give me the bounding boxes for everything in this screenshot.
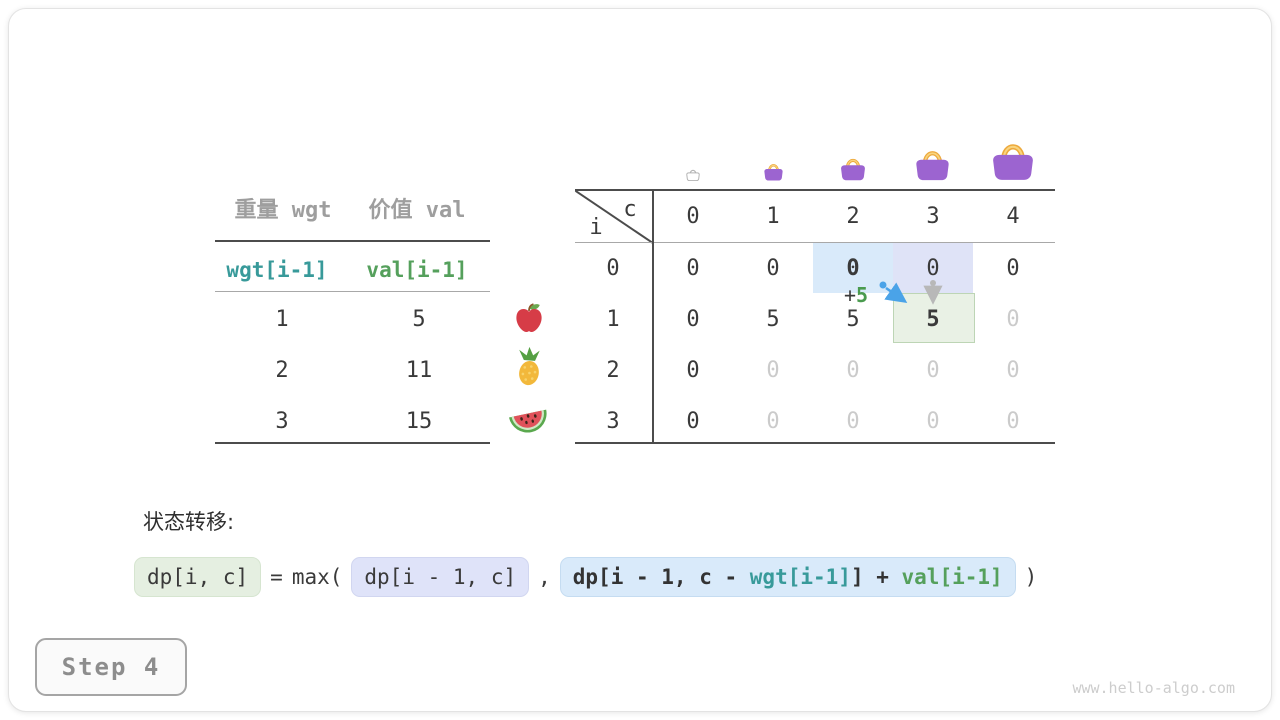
- formula-comma: ,: [538, 565, 551, 589]
- dp-cell-3-2: 0: [846, 409, 860, 434]
- dp-cell-0-2: 0: [846, 256, 860, 281]
- left-table-divider-top: [215, 240, 490, 242]
- item-weight: 1: [275, 307, 289, 332]
- dp-cell-2-0: 0: [686, 358, 700, 383]
- dp-cell-2-2: 0: [846, 358, 860, 383]
- bag-capacity-3-icon: [912, 142, 953, 181]
- dp-cell-0-3: 0: [926, 256, 940, 281]
- dp-cell-1-4: 0: [1006, 307, 1020, 332]
- dp-cell-1-3: 5: [926, 307, 940, 332]
- value-column-header: 价值 val: [368, 198, 466, 223]
- formula-arg2-chip: dp[i - 1, c - wgt[i-1]] + val[i-1]: [559, 557, 1016, 597]
- pineapple-icon: [519, 346, 540, 386]
- state-transition-formula: dp[i, c] = max( dp[i - 1, c] , dp[i - 1,…: [134, 557, 1037, 597]
- formula-lhs-chip: dp[i, c]: [134, 557, 262, 597]
- item-value: 11: [405, 358, 433, 383]
- dp-cell-0-4: 0: [1006, 256, 1020, 281]
- arg2-mid: ] +: [850, 565, 902, 589]
- dp-cell-3-1: 0: [766, 409, 780, 434]
- wgt-formula-label: wgt[i-1]: [226, 258, 328, 282]
- dp-row-label: 3: [606, 409, 620, 434]
- formula-equals: =: [270, 565, 283, 589]
- dp-cell-0-1: 0: [766, 256, 780, 281]
- add-value-annotation: +5: [844, 283, 869, 307]
- val-formula-label: val[i-1]: [366, 258, 468, 282]
- bag-capacity-2-icon: [838, 152, 868, 181]
- page-card: [8, 8, 1272, 712]
- apple-icon: [516, 303, 542, 333]
- weight-column-header: 重量 wgt: [234, 198, 332, 223]
- item-value: 5: [412, 307, 426, 332]
- dp-col-label: 4: [1006, 204, 1020, 229]
- arg2-wgt-term: wgt[i-1]: [749, 565, 851, 589]
- left-table-divider-mid: [215, 291, 490, 292]
- state-transition-heading: 状态转移:: [143, 510, 235, 534]
- dp-cell-1-0: 0: [686, 307, 700, 332]
- arg2-val-term: val[i-1]: [901, 565, 1003, 589]
- row-variable-label: i: [589, 215, 603, 240]
- dp-table-bottom-line: [575, 442, 1055, 444]
- bag-capacity-1-icon: [762, 159, 785, 181]
- watermark: www.hello-algo.com: [1072, 679, 1235, 697]
- dp-cell-3-3: 0: [926, 409, 940, 434]
- dp-table-top-line: [575, 189, 1055, 191]
- dp-cell-2-1: 0: [766, 358, 780, 383]
- dp-col-label: 2: [846, 204, 860, 229]
- item-weight: 3: [275, 409, 289, 434]
- dp-cell-3-4: 0: [1006, 409, 1020, 434]
- dp-table-header-line: [575, 242, 1055, 243]
- dp-cell-1-1: 5: [766, 307, 780, 332]
- col-variable-label: c: [623, 197, 637, 222]
- bag-capacity-0-icon: [685, 166, 701, 181]
- dp-cell-2-3: 0: [926, 358, 940, 383]
- step-badge: Step 4: [35, 638, 187, 696]
- dp-table-vertical-line: [652, 190, 654, 443]
- dp-col-label: 1: [766, 204, 780, 229]
- formula-close-paren: ): [1024, 565, 1038, 589]
- item-value: 15: [405, 409, 433, 434]
- formula-arg1-chip: dp[i - 1, c]: [351, 557, 530, 597]
- watermelon-icon: [508, 409, 547, 433]
- dp-cell-1-2: 5: [846, 307, 860, 332]
- dp-row-label: 0: [606, 256, 620, 281]
- dp-row-label: 2: [606, 358, 620, 383]
- dp-row-label: 1: [606, 307, 620, 332]
- dp-cell-2-4: 0: [1006, 358, 1020, 383]
- dp-col-label: 0: [686, 204, 700, 229]
- dp-col-label: 3: [926, 204, 940, 229]
- arg2-prefix: dp[i - 1, c -: [572, 565, 750, 589]
- item-weight: 2: [275, 358, 289, 383]
- dp-cell-3-0: 0: [686, 409, 700, 434]
- dp-cell-0-0: 0: [686, 256, 700, 281]
- left-table-divider-bottom: [215, 442, 490, 444]
- formula-max-open: max(: [291, 565, 343, 589]
- bag-capacity-4-icon: [988, 133, 1038, 181]
